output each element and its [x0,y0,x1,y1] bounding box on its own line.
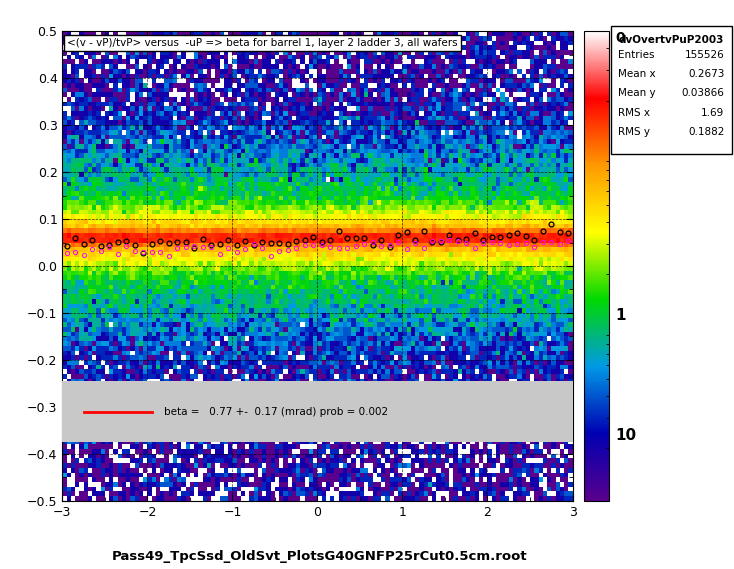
Text: 0: 0 [615,31,625,46]
Bar [62,381,573,442]
Text: Mean x: Mean x [618,69,655,79]
FancyBboxPatch shape [611,26,732,154]
Text: RMS x: RMS x [618,108,650,118]
Text: 155526: 155526 [685,50,724,60]
Text: Entries: Entries [618,50,655,60]
Text: beta =   0.77 +-  0.17 (mrad) prob = 0.002: beta = 0.77 +- 0.17 (mrad) prob = 0.002 [164,406,388,417]
Text: 0.1882: 0.1882 [688,127,724,137]
Text: Mean y: Mean y [618,88,655,98]
Text: Pass49_TpcSsd_OldSvt_PlotsG40GNFP25rCut0.5cm.root: Pass49_TpcSsd_OldSvt_PlotsG40GNFP25rCut0… [112,550,527,563]
Text: 0.03866: 0.03866 [682,88,724,98]
Text: <(v - vP)/tvP> versus  -uP => beta for barrel 1, layer 2 ladder 3, all wafers: <(v - vP)/tvP> versus -uP => beta for ba… [68,38,458,48]
Text: dvOvertvPuP2003: dvOvertvPuP2003 [619,35,724,44]
Text: 0.2673: 0.2673 [688,69,724,79]
Text: 1.69: 1.69 [701,108,724,118]
Text: RMS y: RMS y [618,127,650,137]
Text: 1: 1 [615,308,625,323]
Text: 10: 10 [615,427,636,443]
